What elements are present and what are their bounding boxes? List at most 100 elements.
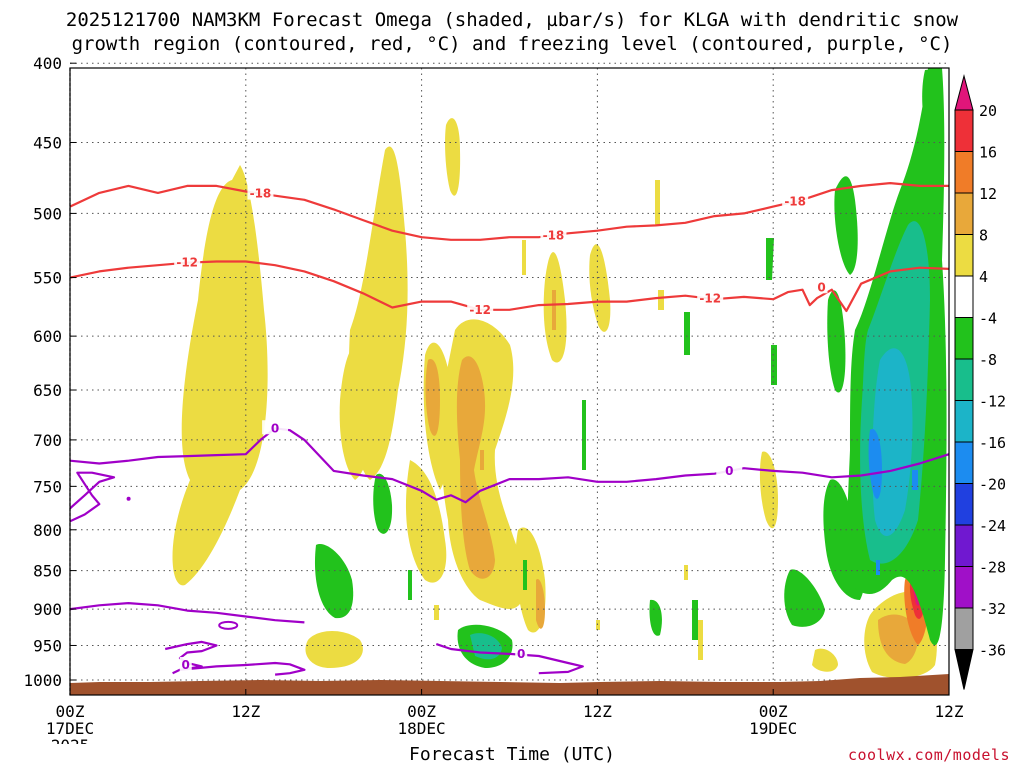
contour-label: -12 bbox=[469, 303, 491, 317]
omega-area-blue bbox=[868, 429, 882, 499]
omega-area-yellow bbox=[172, 165, 268, 586]
gridlines bbox=[70, 62, 949, 695]
omega-area-yellow bbox=[339, 343, 375, 480]
y-tick-label: 450 bbox=[33, 133, 62, 152]
omega-area-green bbox=[922, 69, 940, 144]
colorbar-label: -12 bbox=[979, 393, 1006, 411]
plot-frame bbox=[69, 67, 950, 696]
y-tick-label: 500 bbox=[33, 204, 62, 223]
colorbar-bin bbox=[954, 275, 974, 318]
freezing-level-contour bbox=[435, 643, 584, 675]
contour-label-bg bbox=[540, 227, 567, 242]
contour-label-bg bbox=[782, 193, 809, 208]
colorbar-label: -24 bbox=[979, 517, 1006, 535]
colorbar-label: -20 bbox=[979, 476, 1006, 494]
omega-area-cyan bbox=[872, 348, 913, 537]
credit-link[interactable]: coolwx.com/models bbox=[847, 746, 1010, 764]
y-tick-label: 950 bbox=[33, 636, 62, 655]
y-tick-label: 750 bbox=[33, 477, 62, 496]
contour-label-bg bbox=[467, 301, 494, 316]
contour-label: -18 bbox=[250, 187, 272, 201]
y-tick-label: 700 bbox=[33, 431, 62, 450]
colorbar-bin bbox=[954, 483, 974, 526]
colorbar-label: -4 bbox=[979, 310, 997, 328]
x-tick-label: 00Z bbox=[56, 702, 85, 721]
dgz-contour-minus12 bbox=[70, 260, 949, 313]
x-tick-label: 12Z bbox=[231, 702, 260, 721]
colorbar-bin bbox=[954, 441, 974, 484]
contour-label: -12 bbox=[699, 292, 721, 306]
omega-shading bbox=[172, 68, 947, 679]
omega-area-cyan bbox=[900, 423, 910, 458]
colorbar-label: 16 bbox=[979, 144, 997, 162]
contour-label-bg bbox=[697, 290, 724, 305]
contour-label-bg bbox=[515, 645, 528, 660]
contour-label: 0 bbox=[517, 647, 525, 661]
omega-area-orange bbox=[456, 356, 495, 579]
colorbar-bin bbox=[954, 566, 974, 609]
colorbar-label: -8 bbox=[979, 351, 997, 369]
colorbar-bin bbox=[954, 400, 974, 443]
contour-label-bg bbox=[174, 254, 201, 269]
omega-area-green bbox=[314, 544, 354, 619]
colorbar-bin bbox=[954, 74, 974, 111]
colorbar-bin bbox=[954, 607, 974, 650]
freezing-level-contour bbox=[70, 602, 305, 624]
x-tick-label: 19DEC bbox=[749, 719, 797, 738]
colorbar-bin bbox=[954, 151, 974, 194]
colorbar-bin bbox=[954, 358, 974, 401]
contour-label-bg bbox=[716, 462, 743, 477]
x-axis-title: Forecast Time (UTC) bbox=[409, 744, 615, 765]
colorbar-label: 4 bbox=[979, 268, 988, 286]
x-tick-label: 12Z bbox=[935, 702, 964, 721]
x-tick-label: 00Z bbox=[759, 702, 788, 721]
contour-label-bg bbox=[262, 420, 289, 435]
y-axis: 2503003504004505005506006507007508008509… bbox=[23, 54, 76, 690]
colorbar-bin bbox=[954, 524, 974, 567]
contour-label: -18 bbox=[543, 228, 565, 242]
x-tick-label: 2025 bbox=[51, 736, 90, 744]
contour-label: 0 bbox=[725, 464, 733, 478]
omega-area-yellow bbox=[405, 460, 447, 583]
colorbar-bin bbox=[954, 109, 974, 152]
omega-area-green bbox=[834, 176, 858, 275]
contour-lines bbox=[70, 182, 949, 690]
freezing-level-contour bbox=[218, 620, 239, 630]
y-tick-label: 600 bbox=[33, 327, 62, 346]
omega-area-orange bbox=[878, 614, 918, 664]
omega-area-yellow bbox=[445, 118, 461, 196]
x-tick-label: 00Z bbox=[407, 702, 436, 721]
contour-label: 0 bbox=[817, 280, 825, 294]
contour-label: -18 bbox=[784, 195, 806, 209]
omega-area-yellow bbox=[589, 244, 611, 332]
contour-label-bg bbox=[815, 279, 828, 294]
colorbar-label: 12 bbox=[979, 185, 997, 203]
freezing-level-contour bbox=[70, 471, 116, 523]
contour-label-bg bbox=[247, 185, 274, 200]
colorbar-bin bbox=[954, 317, 974, 360]
omega-area-green bbox=[373, 473, 393, 534]
omega-area-yellow bbox=[812, 648, 838, 672]
omega-area-blue bbox=[876, 470, 918, 575]
omega-area-orange bbox=[425, 359, 440, 436]
terrain-ground bbox=[70, 674, 949, 695]
colorbar-label: 20 bbox=[979, 102, 997, 120]
omega-area-green bbox=[827, 290, 846, 393]
colorbar-label: -28 bbox=[979, 559, 1006, 577]
colorbar-label: -32 bbox=[979, 600, 1006, 618]
y-tick-label: 550 bbox=[33, 269, 62, 288]
omega-area-orange bbox=[536, 579, 545, 629]
y-tick-label: 850 bbox=[33, 562, 62, 581]
contour-label: -12 bbox=[176, 256, 198, 270]
colorbar-label: 8 bbox=[979, 227, 988, 245]
freezing-level-contour bbox=[126, 496, 131, 501]
freezing-level-contour bbox=[179, 661, 306, 676]
y-tick-label: 900 bbox=[33, 600, 62, 619]
contour-label: 0 bbox=[271, 421, 279, 435]
y-tick-label: 650 bbox=[33, 381, 62, 400]
colorbar-bin bbox=[954, 649, 974, 690]
contour-label: 0 bbox=[182, 658, 190, 672]
colorbar-bin bbox=[954, 234, 974, 277]
omega-area-green bbox=[784, 569, 825, 627]
